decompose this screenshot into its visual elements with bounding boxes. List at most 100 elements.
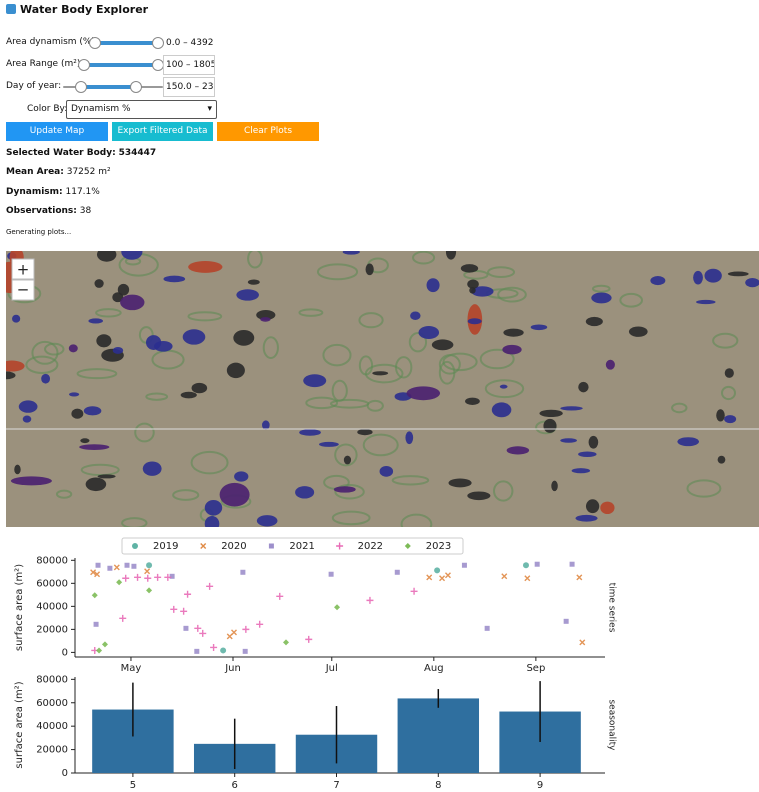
map-water-body[interactable] [295,486,315,499]
map-water-body[interactable] [260,317,271,322]
slider-knob[interactable] [130,81,142,93]
map-water-body[interactable] [256,515,278,527]
map-water-body[interactable] [426,278,440,293]
map-water-body[interactable] [180,391,197,399]
map-water-body[interactable] [600,501,615,515]
map-water-body[interactable] [365,263,374,276]
map-water-body[interactable] [299,429,321,436]
select[interactable]: Dynamism % ▾ [66,100,217,119]
map-water-body[interactable] [80,438,90,444]
slider-track[interactable] [83,63,158,67]
map-water-body[interactable] [543,418,557,433]
map-water-body[interactable] [405,431,414,445]
map-water-body[interactable] [94,279,104,288]
map[interactable]: + − [6,251,759,527]
map-water-body[interactable] [22,415,32,423]
map-water-body[interactable] [71,408,84,419]
button[interactable]: Update Map [6,122,108,141]
map-water-body[interactable] [117,283,130,296]
map-water-body[interactable] [551,480,558,492]
map-water-body[interactable] [333,486,356,493]
map-water-body[interactable] [372,371,389,376]
map-water-body[interactable] [724,368,734,378]
map-water-body[interactable] [142,461,162,476]
map-water-body[interactable] [717,455,726,464]
map-water-body[interactable] [97,474,116,479]
map-water-body[interactable] [585,316,603,327]
map-water-body[interactable] [716,409,725,422]
slider-knob[interactable] [75,81,87,93]
map-water-body[interactable] [560,406,583,411]
map-water-body[interactable] [585,499,600,514]
map-water-body[interactable] [406,386,441,401]
map-water-body[interactable] [471,286,494,297]
map-water-body[interactable] [693,270,703,285]
map-water-body[interactable] [41,373,51,384]
map-water-body[interactable] [319,441,339,447]
map-water-body[interactable] [163,275,186,283]
map-water-body[interactable] [247,279,260,285]
map-water-body[interactable] [431,339,454,351]
button[interactable]: Export Filtered Data [112,122,213,141]
map-water-body[interactable] [465,397,480,405]
map-water-body[interactable] [727,271,749,277]
map-water-body[interactable] [233,329,255,346]
map-water-body[interactable] [182,329,206,345]
map-water-body[interactable] [677,437,700,447]
map-water-body[interactable] [696,299,716,305]
map-water-body[interactable] [530,324,548,331]
map-water-body[interactable] [303,374,327,388]
slider-knob[interactable] [78,59,90,71]
slider-knob[interactable] [89,37,101,49]
map-water-body[interactable] [591,292,612,304]
map-water-body[interactable] [219,482,250,507]
map-water-body[interactable] [502,344,522,355]
map-water-body[interactable] [188,261,223,273]
map-water-body[interactable] [379,465,394,477]
map-water-body[interactable] [96,251,117,262]
slider-knob[interactable] [152,37,164,49]
map-water-body[interactable] [628,326,648,337]
slider-range[interactable] [80,85,136,89]
map-water-body[interactable] [342,251,360,255]
map-water-body[interactable] [560,438,577,443]
map-water-body[interactable] [745,277,759,288]
zoom-in[interactable] [11,258,35,280]
map-water-body[interactable] [145,335,162,350]
zoom-out[interactable] [11,279,35,301]
map-water-body[interactable] [234,471,249,482]
map-water-body[interactable] [503,328,524,337]
map-water-body[interactable] [571,468,591,474]
map-water-body[interactable] [256,310,276,320]
map-water-body[interactable] [12,314,21,323]
map-water-body[interactable] [467,491,491,501]
map-water-body[interactable] [18,400,38,413]
map-water-body[interactable] [68,392,80,397]
map-water-body[interactable] [120,294,145,311]
map-water-body[interactable] [575,514,598,522]
map-water-body[interactable] [112,292,124,303]
map-water-body[interactable] [491,402,512,418]
map-water-body[interactable] [467,279,479,289]
map-water-body[interactable] [6,360,25,372]
map-water-body[interactable] [588,435,599,449]
map-water-body[interactable] [499,384,508,389]
map-water-body[interactable] [410,311,421,320]
map-water-body[interactable] [578,451,597,458]
map-water-body[interactable] [605,359,615,370]
map-water-body[interactable] [724,415,737,424]
map-water-body[interactable] [650,276,666,286]
map-water-body[interactable] [539,409,563,418]
map-water-body[interactable] [357,428,373,436]
map-water-body[interactable] [236,289,259,301]
map-water-body[interactable] [262,420,270,430]
map-water-body[interactable] [88,318,103,324]
map-water-body[interactable] [79,444,110,450]
map-water-body[interactable] [83,406,102,416]
map-water-body[interactable] [204,499,223,516]
map-water-body[interactable] [121,251,143,260]
map-water-body[interactable] [204,515,220,527]
map-water-body[interactable] [460,264,479,273]
map-water-body[interactable] [112,346,124,354]
map-water-body[interactable] [191,382,208,394]
